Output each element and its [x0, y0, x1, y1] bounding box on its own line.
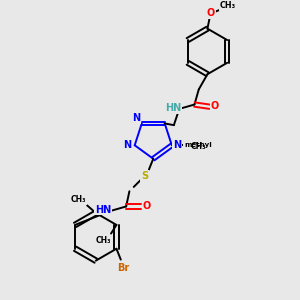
Text: N: N [123, 140, 131, 150]
Text: CH₃: CH₃ [190, 142, 206, 151]
Text: Br: Br [117, 263, 129, 273]
Text: HN: HN [165, 103, 181, 113]
Text: O: O [207, 8, 215, 19]
Text: N: N [132, 113, 140, 123]
Text: O: O [142, 202, 151, 212]
Text: methyl: methyl [184, 142, 212, 148]
Text: HN: HN [95, 205, 112, 215]
Text: CH₃: CH₃ [220, 2, 236, 10]
Text: N: N [173, 140, 181, 150]
Text: CH₃: CH₃ [96, 236, 111, 244]
Text: CH₃: CH₃ [71, 196, 86, 205]
Text: S: S [141, 171, 148, 181]
Text: O: O [211, 100, 219, 111]
